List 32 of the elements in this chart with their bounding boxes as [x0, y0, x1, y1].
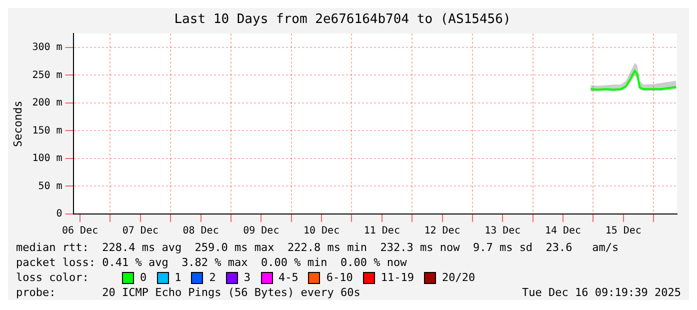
y-tick-label: 50 m — [38, 180, 62, 192]
x-tick-label: 12 Dec — [424, 226, 460, 237]
y-tick-label: 150 m — [32, 125, 62, 136]
x-tick-label: 13 Dec — [484, 226, 521, 237]
x-tick-label: 08 Dec — [182, 226, 219, 237]
x-tick-label: 06 Dec — [62, 226, 98, 237]
legend-label: 2 — [209, 270, 216, 285]
y-tick-label: 0 — [56, 208, 62, 220]
text: packet loss: 0.41 % avg 3.82 % max 0.00 % min 0.00 % now — [16, 255, 408, 270]
text: Tue Dec 16 09:19:39 2025 — [522, 285, 681, 300]
legend-label: 11-19 — [380, 270, 414, 285]
y-tick-label: 300 m — [32, 42, 62, 54]
y-tick-label: 200 m — [32, 98, 62, 109]
legend-label: 0 — [140, 270, 147, 285]
legend-title: loss color: — [16, 270, 90, 285]
legend-label: 20/20 — [442, 270, 476, 285]
text: probe: 20 ICMP Echo Pings (56 Bytes) every 60s — [16, 285, 360, 300]
x-tick-label: 15 Dec — [605, 226, 642, 237]
x-tick-label: 09 Dec — [243, 226, 280, 237]
y-tick-label: 250 m — [32, 70, 62, 81]
legend-label: 3 — [244, 270, 250, 285]
chart-title: Last 10 Days from 2e676164b704 to (AS15456) — [174, 12, 511, 28]
x-tick-label: 07 Dec — [122, 226, 158, 237]
y-axis-title: Seconds — [11, 100, 24, 147]
y-tick-label: 100 m — [32, 153, 62, 164]
legend-label: 4-5 — [278, 270, 298, 285]
x-tick-label: 10 Dec — [303, 226, 340, 237]
legend-label: 6-10 — [326, 270, 353, 285]
x-tick-label: 11 Dec — [364, 226, 400, 237]
text: median rtt: 228.4 ms avg 259.0 ms max 222.8 ms min 232.3 ms now 9.7 ms sd 23.6 am/s — [16, 240, 620, 255]
x-tick-label: 14 Dec — [544, 226, 582, 237]
legend-label: 1 — [174, 270, 182, 285]
